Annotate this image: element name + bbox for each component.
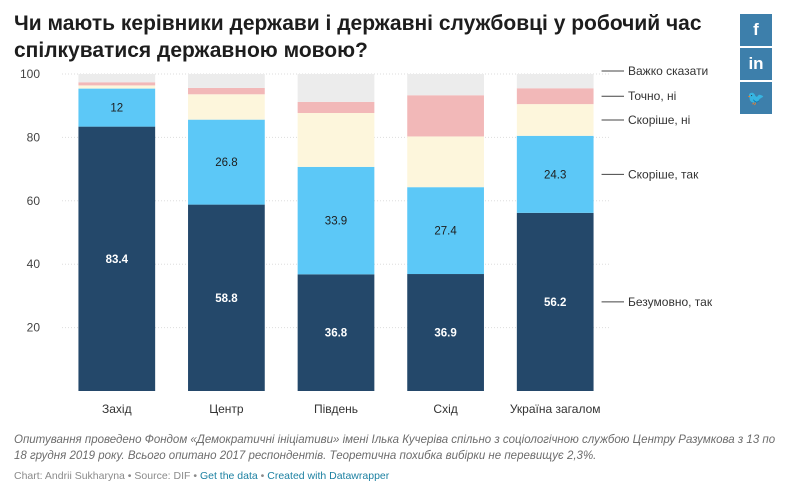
bar-segment: [78, 126, 156, 391]
x-tick-label: Центр: [209, 402, 244, 416]
data-label: 24.3: [544, 169, 566, 181]
bar-segment: [188, 204, 265, 391]
x-tick-label: Південь: [314, 402, 358, 416]
y-tick-label: 60: [27, 194, 41, 208]
data-label: 58.8: [215, 293, 238, 305]
data-label: 27.4: [434, 226, 457, 238]
x-tick-label: Україна загалом: [510, 402, 601, 416]
bar-segment: [78, 74, 156, 83]
data-label: 36.9: [434, 328, 456, 340]
bar-segment: [297, 112, 375, 167]
data-label: 12: [110, 103, 123, 115]
bar-segment: [297, 101, 375, 113]
bar-segment: [516, 212, 594, 391]
bar-segment: [407, 187, 484, 275]
x-tick-label: Захід: [102, 402, 132, 416]
y-tick-label: 100: [20, 67, 40, 81]
bar-segment: [297, 74, 375, 102]
bar-segment: [407, 74, 484, 96]
y-tick-label: 40: [27, 257, 41, 271]
bar-segment: [188, 87, 265, 95]
bar-segment: [516, 104, 594, 136]
series-label: Важко сказати: [628, 64, 708, 78]
chart-title: Чи мають керівники держави і державні сл…: [14, 12, 702, 62]
x-tick-label: Схід: [433, 402, 457, 416]
series-label: Скоріше, ні: [628, 113, 690, 127]
series-label: Безумовно, так: [628, 295, 713, 309]
bar-segment: [78, 88, 156, 127]
bar-segment: [407, 274, 484, 391]
bar-segment: [516, 135, 594, 213]
bar-segment: [188, 94, 265, 120]
stacked-bar-chart: 20 40 60 80 100 83.4 58.8 36.8 36.9 56.2 12 26.8 33.…: [20, 64, 713, 416]
bar-segment: [407, 95, 484, 137]
data-label: 26.8: [215, 157, 237, 169]
series-label: Точно, ні: [628, 89, 676, 103]
datawrapper-link[interactable]: Created with Datawrapper: [267, 470, 390, 482]
bar-segment: [188, 74, 265, 88]
bar-segment: [188, 119, 265, 205]
survey-note: Опитування проведено Фондом «Демократичн…: [14, 434, 776, 462]
bar-segment: [78, 82, 156, 86]
bar-segment: [516, 88, 594, 105]
y-tick-label: 20: [27, 321, 41, 335]
credit-separator: •: [260, 470, 265, 482]
bar-segment: [297, 166, 375, 275]
bar-segment: [297, 274, 375, 391]
data-label: 33.9: [325, 216, 347, 228]
bar-segment: [78, 85, 156, 89]
twitter-icon[interactable]: 🐦: [740, 82, 772, 114]
linkedin-icon[interactable]: in: [740, 48, 772, 80]
data-label: 56.2: [544, 297, 566, 309]
bar-segment: [407, 136, 484, 188]
y-tick-label: 80: [27, 130, 41, 144]
data-label: 36.8: [325, 328, 348, 340]
credits: Chart: Andrii Sukharyna • Source: DIF • …: [14, 470, 389, 482]
get-data-link[interactable]: Get the data: [199, 470, 258, 482]
bar-segment: [516, 74, 594, 89]
facebook-icon[interactable]: f: [740, 14, 772, 46]
social-share-bar: f in 🐦: [740, 14, 772, 116]
series-label: Скоріше, так: [628, 167, 699, 181]
data-label: 83.4: [106, 254, 129, 266]
credit-text: Chart: Andrii Sukharyna • Source: DIF •: [14, 470, 198, 482]
